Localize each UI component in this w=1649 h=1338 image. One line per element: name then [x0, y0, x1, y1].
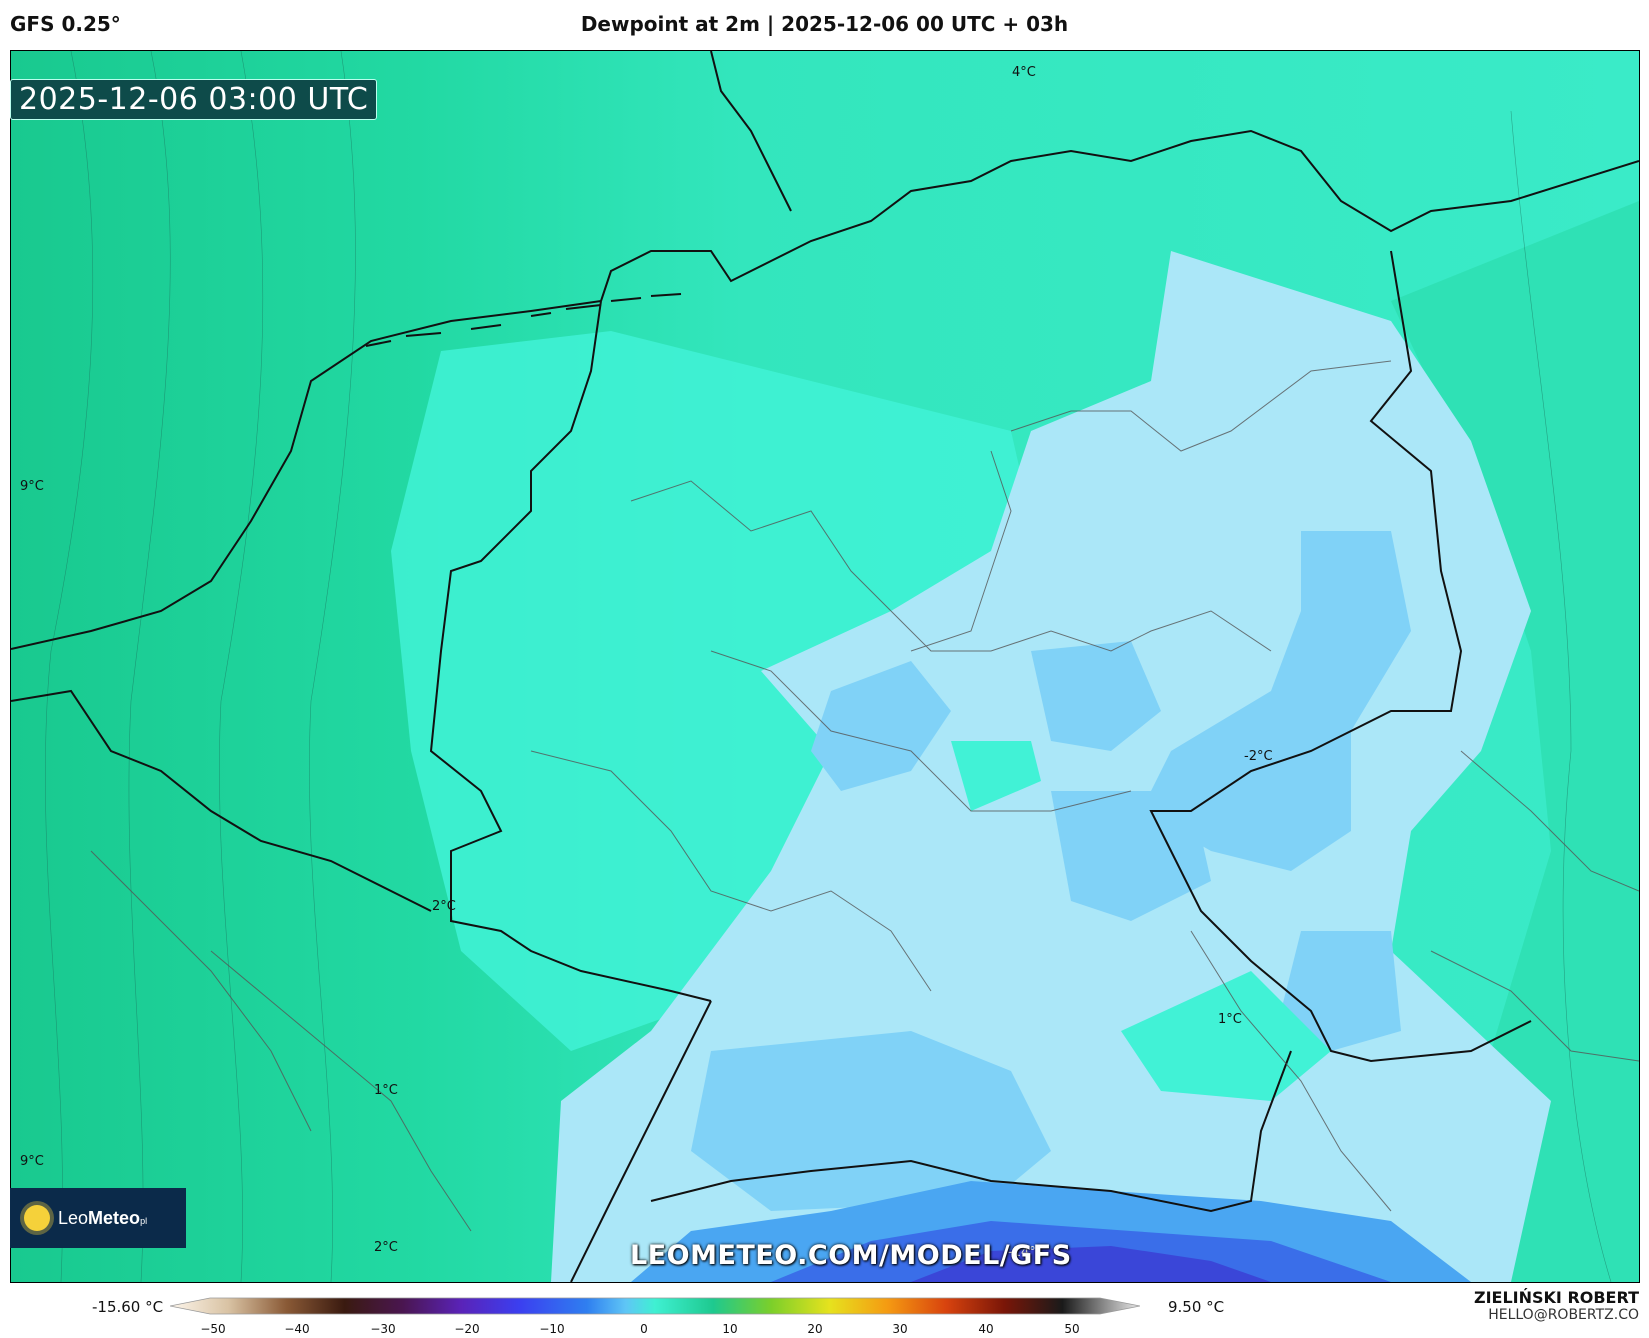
contour-label: 2°C — [432, 899, 456, 914]
colorbar-tick: 50 — [1064, 1322, 1080, 1336]
turquoise-island-south — [1121, 971, 1331, 1101]
sky-blue-pocket-center — [811, 661, 951, 791]
sky-blue-pocket-east — [1141, 531, 1411, 871]
dewpoint-map — [11, 51, 1639, 1282]
map-title: Dewpoint at 2m | 2025-12-06 00 UTC + 03h — [580, 12, 1069, 36]
colorbar-tick: 10 — [722, 1322, 738, 1336]
contour-lines — [45, 51, 1612, 1282]
contour-label: -14°C — [1008, 1245, 1045, 1260]
contour-label: 1°C — [374, 1083, 398, 1098]
colorbar-tick: −30 — [370, 1322, 396, 1336]
east-green-band — [1391, 201, 1639, 1282]
colorbar-tick: −10 — [539, 1322, 565, 1336]
logo-text: LeoMeteopl — [58, 1207, 148, 1228]
contour-label: 4°C — [1012, 65, 1036, 80]
sky-blue-pocket-north — [1031, 641, 1161, 751]
colorbar-tick: 30 — [892, 1322, 908, 1336]
sky-blue-pocket-mid — [1051, 791, 1211, 921]
sky-blue-pocket-southeast — [1281, 931, 1401, 1051]
model-name: GFS 0.25° — [10, 12, 121, 36]
author-email: HELLO@ROBERTZ.CO — [1488, 1307, 1639, 1323]
regional-borders — [90, 360, 1639, 1232]
colorbar-gradient — [170, 1297, 1140, 1315]
contour-label: 2°C — [374, 1240, 398, 1255]
deepest-blue-alps — [911, 1246, 1271, 1282]
contour-label: 9°C — [20, 1154, 44, 1169]
coastlines — [11, 51, 1639, 1282]
author-name: ZIELIŃSKI ROBERT — [1473, 1288, 1639, 1307]
colorbar-tick: −20 — [454, 1322, 480, 1336]
colorbar-tick: 0 — [640, 1322, 648, 1336]
colorbar: -15.60 °C — [0, 1290, 1649, 1338]
contour-label: 9°C — [20, 479, 44, 494]
map-area — [10, 50, 1640, 1283]
watermark: LEOMETEO.COM/MODEL/GFS — [630, 1240, 1072, 1271]
colorbar-tick: 40 — [978, 1322, 994, 1336]
islands — [365, 293, 682, 347]
colorbar-tick: 20 — [807, 1322, 823, 1336]
sky-blue-pocket-south — [691, 1031, 1051, 1211]
turquoise-region — [391, 331, 1061, 1051]
valid-time-badge: 2025-12-06 03:00 UTC — [10, 79, 378, 120]
contour-label: -2°C — [1244, 749, 1273, 764]
leometeo-logo: LeoMeteopl — [10, 1188, 186, 1248]
contour-label: 1°C — [1218, 1012, 1242, 1027]
colorbar-tick: −50 — [200, 1322, 226, 1336]
sun-icon — [24, 1205, 50, 1231]
colorbar-tick: −40 — [284, 1322, 310, 1336]
colorbar-min-label: -15.60 °C — [92, 1298, 164, 1316]
colorbar-max-label: 9.50 °C — [1168, 1298, 1225, 1316]
author-credit: ZIELIŃSKI ROBERT HELLO@ROBERTZ.CO — [1474, 1288, 1639, 1323]
turquoise-island — [951, 741, 1041, 811]
